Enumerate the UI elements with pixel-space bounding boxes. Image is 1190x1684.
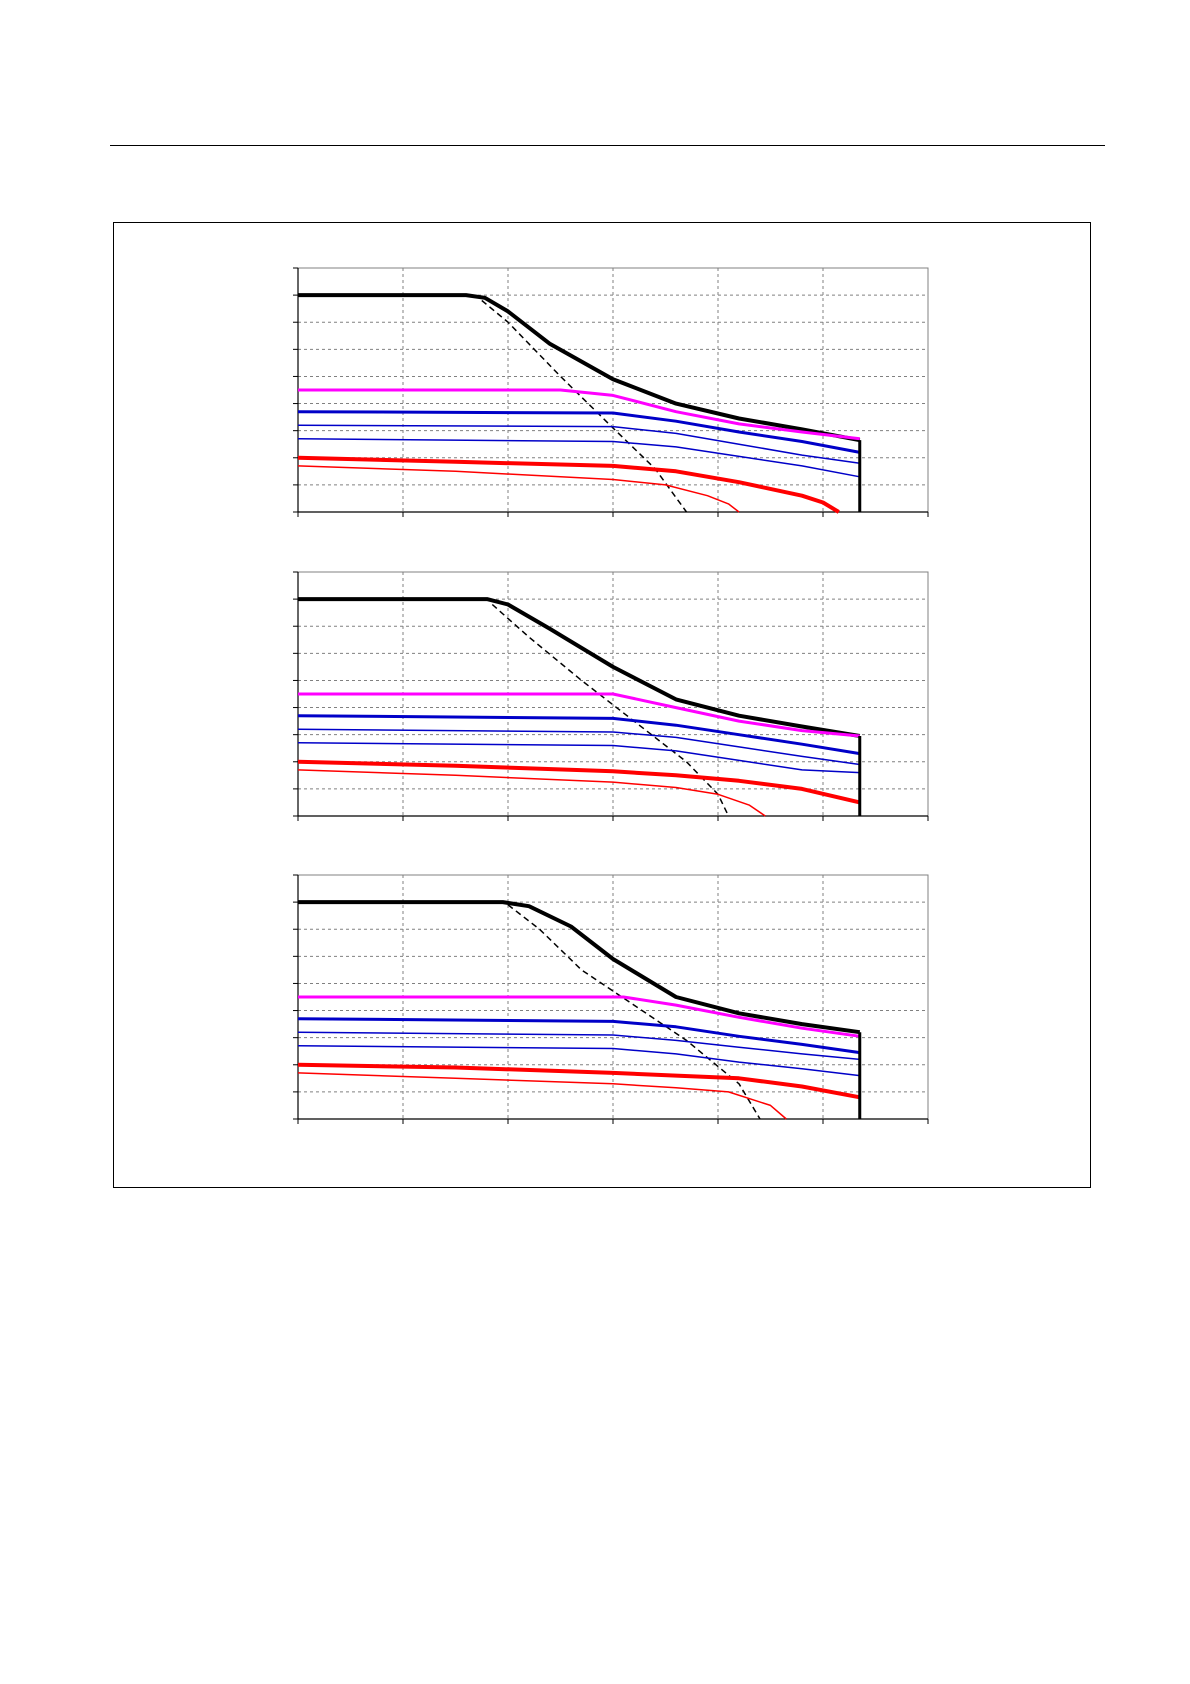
- series-line-6: [297, 1045, 860, 1077]
- chart-2: [293, 571, 929, 821]
- chart-3: [293, 874, 929, 1124]
- figure-frame: [113, 222, 1091, 1188]
- series-line-4: [297, 410, 861, 454]
- series-line-4: [297, 714, 861, 756]
- chart-1: [293, 267, 929, 517]
- series-line-8: [297, 769, 766, 817]
- series-line-8: [297, 1072, 787, 1120]
- series-line-3: [298, 692, 860, 738]
- series-line-8: [297, 465, 740, 513]
- series-line-2: [507, 904, 761, 1120]
- series-line-3: [298, 995, 861, 1038]
- series-line-7: [297, 455, 840, 514]
- header-rule: [110, 145, 1105, 146]
- series-line-6: [297, 438, 860, 478]
- series-line-3: [298, 388, 860, 441]
- series-line-5: [297, 424, 860, 464]
- series-line-2: [481, 299, 688, 513]
- series-line-6: [297, 742, 860, 774]
- series-line-1: [298, 900, 861, 1035]
- series-line-7: [297, 759, 861, 805]
- series-line-5: [297, 1031, 860, 1061]
- series-line-5: [297, 728, 860, 766]
- series-line-1: [298, 597, 861, 738]
- series-line-4: [297, 1017, 861, 1055]
- series-line-1: [298, 293, 861, 443]
- series-line-7: [297, 1062, 861, 1100]
